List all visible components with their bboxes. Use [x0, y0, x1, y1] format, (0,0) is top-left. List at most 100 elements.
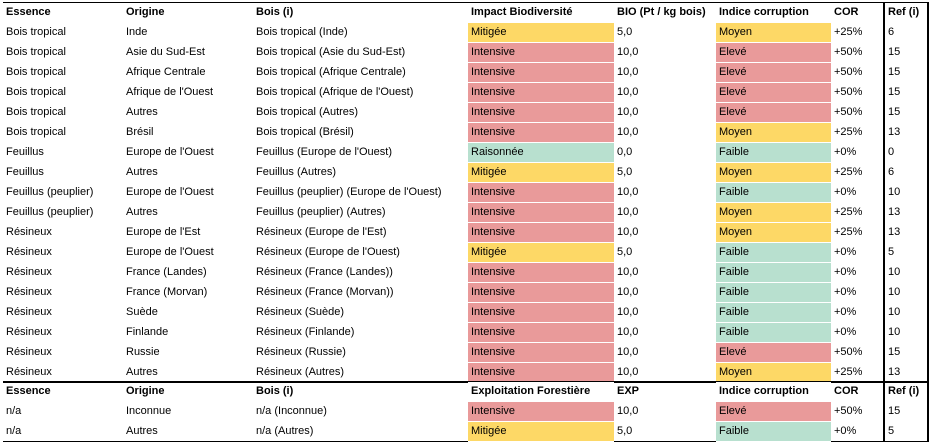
cell-impact: Intensive — [468, 62, 614, 83]
cell-score: 10,0 — [617, 86, 639, 98]
cell-corruption: Moyen — [716, 222, 831, 243]
table-row: Bois tropical Autres Bois tropical (Autres… — [3, 102, 929, 123]
table-row: Feuillus (peuplier) Autres Feuillus (peupl… — [3, 202, 929, 223]
cell-cor: +25% — [834, 226, 863, 238]
cell-essence: Résineux — [6, 266, 52, 278]
cell-ref: 6 — [883, 162, 929, 183]
cell-corruption: Moyen — [716, 362, 831, 383]
cell-cor: +25% — [834, 26, 863, 38]
cell-corruption: Faible — [716, 242, 831, 263]
cell-ref: 13 — [883, 222, 929, 243]
cell-essence: Résineux — [6, 306, 52, 318]
cell-ref: 15 — [883, 42, 929, 63]
cell-origine: Suède — [126, 306, 158, 318]
cell-essence: Bois tropical — [6, 86, 66, 98]
table-row: Résineux Europe de l'Ouest Résineux (Europ… — [3, 242, 929, 263]
cell-bois: Résineux (Europe de l'Est) — [256, 226, 387, 238]
cell-origine: Europe de l'Ouest — [126, 146, 214, 158]
cell-cor: +0% — [834, 424, 857, 437]
cell-corruption: Faible — [716, 421, 831, 442]
table-row: Résineux France (Morvan) Résineux (France … — [3, 282, 929, 303]
cell-origine: Europe de l'Ouest — [126, 186, 214, 198]
cell-score: 10,0 — [617, 186, 639, 198]
table-row: Feuillus (peuplier) Europe de l'Ouest Feui… — [3, 182, 929, 203]
header-ref: Ref (i) — [883, 2, 929, 23]
cell-essence: Résineux — [6, 365, 52, 378]
cell-corruption: Faible — [716, 302, 831, 323]
table-row: Bois tropical Brésil Bois tropical (Brésil… — [3, 122, 929, 143]
cell-origine: Afrique de l'Ouest — [126, 86, 214, 98]
cell-bois: Résineux (Suède) — [256, 306, 345, 318]
cell-essence: Feuillus (peuplier) — [6, 186, 94, 198]
header-corruption: Indice corruption — [719, 385, 809, 397]
cell-origine: Inconnue — [126, 405, 172, 417]
cell-corruption: Faible — [716, 182, 831, 203]
cell-essence: Bois tropical — [6, 66, 66, 78]
cell-bois: Bois tropical (Inde) — [256, 26, 348, 38]
cell-ref: 13 — [883, 362, 929, 383]
cell-bois: Résineux (Finlande) — [256, 326, 355, 338]
cell-corruption: Elevé — [716, 102, 831, 123]
cell-bois: Feuillus (peuplier) (Europe de l'Ouest) — [256, 186, 442, 198]
cell-corruption: Elevé — [716, 342, 831, 363]
header-origine: Origine — [126, 385, 165, 398]
cell-impact: Intensive — [468, 182, 614, 203]
header-bois: Bois (i) — [256, 385, 294, 398]
cell-cor: +50% — [834, 46, 863, 58]
cell-corruption: Moyen — [716, 202, 831, 223]
cell-impact: Raisonnée — [468, 142, 614, 163]
cell-score: 5,0 — [617, 424, 633, 437]
cell-ref: 5 — [883, 242, 929, 263]
cell-cor: +50% — [834, 106, 863, 118]
cell-score: 10,0 — [617, 266, 639, 278]
table-row: Résineux France (Landes) Résineux (France … — [3, 262, 929, 283]
cell-bois: Bois tropical (Asie du Sud-Est) — [256, 46, 406, 58]
cell-bois: Feuillus (Europe de l'Ouest) — [256, 146, 392, 158]
cell-origine: France (Morvan) — [126, 286, 208, 298]
cell-essence: Résineux — [6, 246, 52, 258]
cell-bois: Feuillus (peuplier) (Autres) — [256, 206, 386, 218]
cell-impact: Intensive — [468, 122, 614, 143]
cell-score: 10,0 — [617, 365, 639, 378]
header-impact: Impact Biodiversité — [471, 6, 573, 18]
cell-corruption: Moyen — [716, 162, 831, 183]
table-row: n/a Autres n/a (Autres) Mitigée 5,0 Faible +0%… — [3, 421, 929, 442]
cell-origine: Autres — [126, 106, 158, 118]
cell-impact: Intensive — [468, 362, 614, 383]
cell-ref: 6 — [883, 22, 929, 43]
cell-origine: Autres — [126, 166, 158, 178]
header-essence: Essence — [6, 6, 51, 19]
cell-cor: +0% — [834, 286, 857, 298]
cell-origine: Asie du Sud-Est — [126, 46, 205, 58]
cell-origine: France (Landes) — [126, 266, 207, 278]
cell-corruption: Faible — [716, 282, 831, 303]
cell-origine: Brésil — [126, 126, 154, 138]
cell-impact: Intensive — [468, 102, 614, 123]
table-row: Bois tropical Afrique de l'Ouest Bois trop… — [3, 82, 929, 103]
cell-essence: Bois tropical — [6, 126, 66, 138]
cell-origine: Russie — [126, 346, 160, 358]
cell-corruption: Faible — [716, 322, 831, 343]
cell-bois: Bois tropical (Brésil) — [256, 126, 354, 138]
cell-impact: Intensive — [468, 401, 614, 422]
cell-impact: Intensive — [468, 42, 614, 63]
header-cor: COR — [834, 6, 859, 19]
cell-cor: +50% — [834, 66, 863, 78]
header-row: Essence Origine Bois (i) Exploitation Fores… — [3, 381, 929, 402]
cell-corruption: Faible — [716, 262, 831, 283]
cell-essence: Feuillus — [6, 146, 44, 158]
table-row: Résineux Finlande Résineux (Finlande) Inten… — [3, 322, 929, 343]
cell-bois: Résineux (France (Morvan)) — [256, 286, 394, 298]
cell-bois: n/a (Inconnue) — [256, 405, 327, 417]
table-row: n/a Inconnue n/a (Inconnue) Intensive 10,0 El… — [3, 401, 929, 422]
cell-essence: Bois tropical — [6, 46, 66, 58]
cell-origine: Autres — [126, 206, 158, 218]
cell-score: 10,0 — [617, 306, 639, 318]
cell-bois: Feuillus (Autres) — [256, 166, 337, 178]
cell-ref: 15 — [883, 102, 929, 123]
cell-impact: Intensive — [468, 262, 614, 283]
cell-cor: +0% — [834, 146, 857, 158]
cell-bois: Bois tropical (Afrique de l'Ouest) — [256, 86, 414, 98]
cell-impact: Mitigée — [468, 242, 614, 263]
cell-score: 10,0 — [617, 126, 639, 138]
